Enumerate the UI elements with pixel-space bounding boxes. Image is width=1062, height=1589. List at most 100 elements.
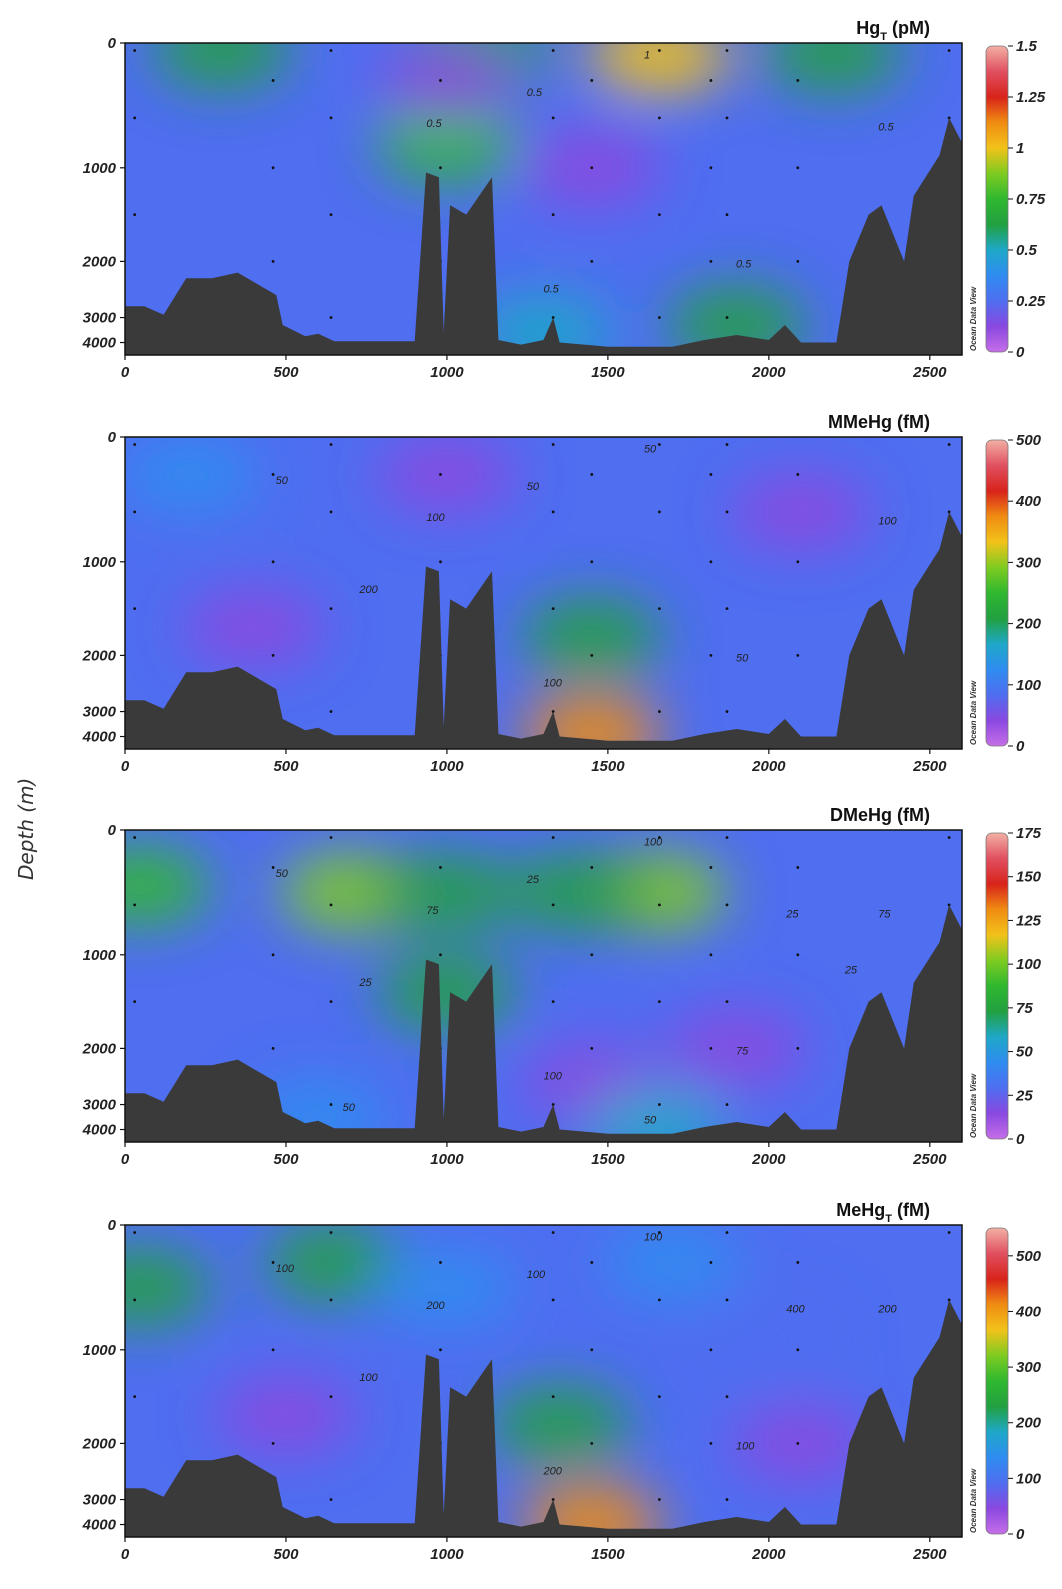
sample-dot	[329, 443, 333, 446]
sample-dot	[657, 49, 661, 52]
x-tick-label: 500	[273, 1546, 299, 1563]
sample-dot	[796, 1261, 800, 1264]
bathymetry	[125, 904, 962, 1142]
contour-label: 0.5	[527, 87, 543, 99]
field-blob-3	[125, 437, 260, 513]
contour-label: 50	[343, 1102, 356, 1114]
colorbar-tick-label: 1.25	[1016, 89, 1046, 106]
x-tick-label: 1000	[430, 364, 464, 381]
contour-label: 100	[878, 515, 897, 527]
sample-dot	[657, 1103, 661, 1106]
colorbar-tick-label: 25	[1015, 1087, 1033, 1104]
colorbar-tick-label: 500	[1016, 1248, 1042, 1265]
sample-dot	[271, 79, 275, 82]
y-tick-label: 2000	[82, 1435, 117, 1452]
field-blob-2	[589, 43, 730, 94]
contour-label: 0.5	[878, 121, 894, 133]
x-tick-label: 500	[273, 758, 299, 775]
sample-dot	[590, 260, 594, 263]
sample-dot	[796, 473, 800, 476]
sample-dot	[133, 903, 137, 907]
colorbar-tick-label: 100	[1016, 956, 1042, 973]
contour-label: 25	[526, 874, 540, 886]
x-tick-label: 0	[121, 1151, 130, 1168]
plot-frame	[124, 42, 963, 356]
sample-dot	[947, 1298, 951, 1302]
y-tick-label: 3000	[83, 1097, 117, 1114]
contour-label: 0.5	[544, 284, 560, 296]
y-tick-label: 1000	[83, 1342, 117, 1359]
sample-dot	[657, 1000, 661, 1003]
sample-dot	[725, 510, 729, 514]
colorbar-tick-label: 400	[1015, 493, 1042, 510]
sample-dot	[709, 1261, 713, 1264]
sample-dot	[271, 654, 275, 657]
contour-label: 50	[527, 481, 540, 493]
x-tick-label: 0	[121, 1546, 130, 1563]
sample-dot	[796, 866, 800, 869]
sample-dot	[551, 903, 555, 907]
x-tick-label: 2000	[751, 1546, 786, 1563]
sample-dot	[657, 607, 661, 610]
colorbar-tick-label: 50	[1016, 1044, 1033, 1061]
colorbar-tick-label: 0.5	[1016, 242, 1038, 259]
colorbar-tick-label: 100	[1016, 677, 1042, 694]
field-blob-3	[264, 1225, 405, 1301]
sample-dot	[657, 316, 661, 319]
colorbar-tick-label: 0	[1016, 1526, 1025, 1543]
panel-title: DMeHg (fM)	[830, 805, 930, 825]
contour-label: 200	[543, 1466, 563, 1478]
sample-dot	[551, 316, 555, 319]
field-blob-5	[731, 473, 872, 550]
panel-title: MeHgT (fM)	[836, 1200, 930, 1225]
colorbar-tick-label: 0.25	[1016, 293, 1046, 310]
sample-dot	[329, 1498, 333, 1501]
colorbar-tick-label: 1	[1016, 140, 1024, 157]
sample-dot	[709, 654, 713, 657]
x-tick-label: 1500	[591, 1151, 625, 1168]
y-tick-label: 3000	[83, 1492, 117, 1509]
bathymetry	[125, 117, 962, 355]
sample-dot	[439, 560, 442, 564]
sample-dot	[551, 1231, 555, 1234]
sample-dot	[657, 510, 661, 514]
field-blob-1	[521, 598, 662, 675]
sample-dot	[657, 116, 661, 120]
field-blob-4	[376, 854, 517, 931]
contour-label: 200	[425, 1300, 445, 1312]
field-blob-1	[280, 854, 421, 931]
sample-dot	[657, 710, 661, 713]
sample-dot	[796, 953, 800, 957]
x-tick-label: 1500	[591, 758, 625, 775]
x-tick-label: 1500	[591, 1546, 625, 1563]
contour-label: 100	[527, 1269, 546, 1281]
contour-label: 100	[544, 678, 563, 690]
sample-dot	[439, 866, 442, 869]
sample-dot	[725, 1103, 729, 1106]
sample-dot	[709, 560, 713, 564]
sample-dot	[271, 473, 275, 476]
sample-dot	[947, 903, 951, 907]
watermark: Ocean Data View	[969, 1073, 978, 1138]
sample-dot	[551, 710, 555, 713]
sample-dot	[725, 316, 729, 319]
sample-dot	[709, 1442, 713, 1445]
sample-dot	[551, 836, 555, 839]
y-tick-label: 4000	[82, 335, 117, 352]
contour-label: 100	[276, 1263, 295, 1275]
sample-dot	[657, 1298, 661, 1302]
contour-label: 0.5	[426, 118, 442, 130]
y-tick-label: 2000	[82, 647, 117, 664]
y-tick-label: 0	[108, 1217, 117, 1234]
sample-dot	[796, 166, 800, 170]
sample-dot	[551, 1498, 555, 1501]
sample-dot	[796, 260, 800, 263]
contour-label: 100	[426, 512, 445, 524]
sample-dot	[439, 1348, 442, 1352]
sample-dot	[709, 166, 713, 170]
sample-dot	[796, 560, 800, 564]
sample-dot	[725, 1395, 729, 1398]
field-blob-4	[125, 1249, 212, 1326]
